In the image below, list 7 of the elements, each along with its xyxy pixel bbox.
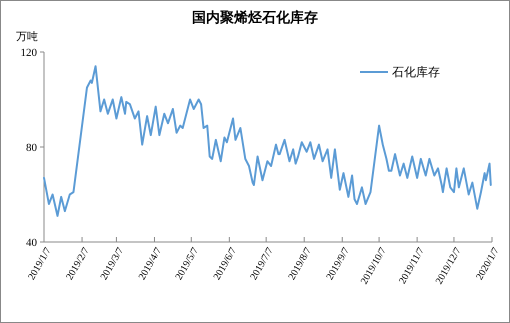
y-tick-label: 120 — [20, 46, 38, 59]
line-series — [43, 65, 492, 217]
legend-label: 石化库存 — [392, 65, 440, 80]
y-axis-title: 万吨 — [16, 30, 38, 43]
y-tick-label: 40 — [26, 236, 38, 249]
chart-title: 国内聚烯烃石化库存 — [192, 9, 318, 26]
y-tick-label: 80 — [26, 142, 38, 154]
